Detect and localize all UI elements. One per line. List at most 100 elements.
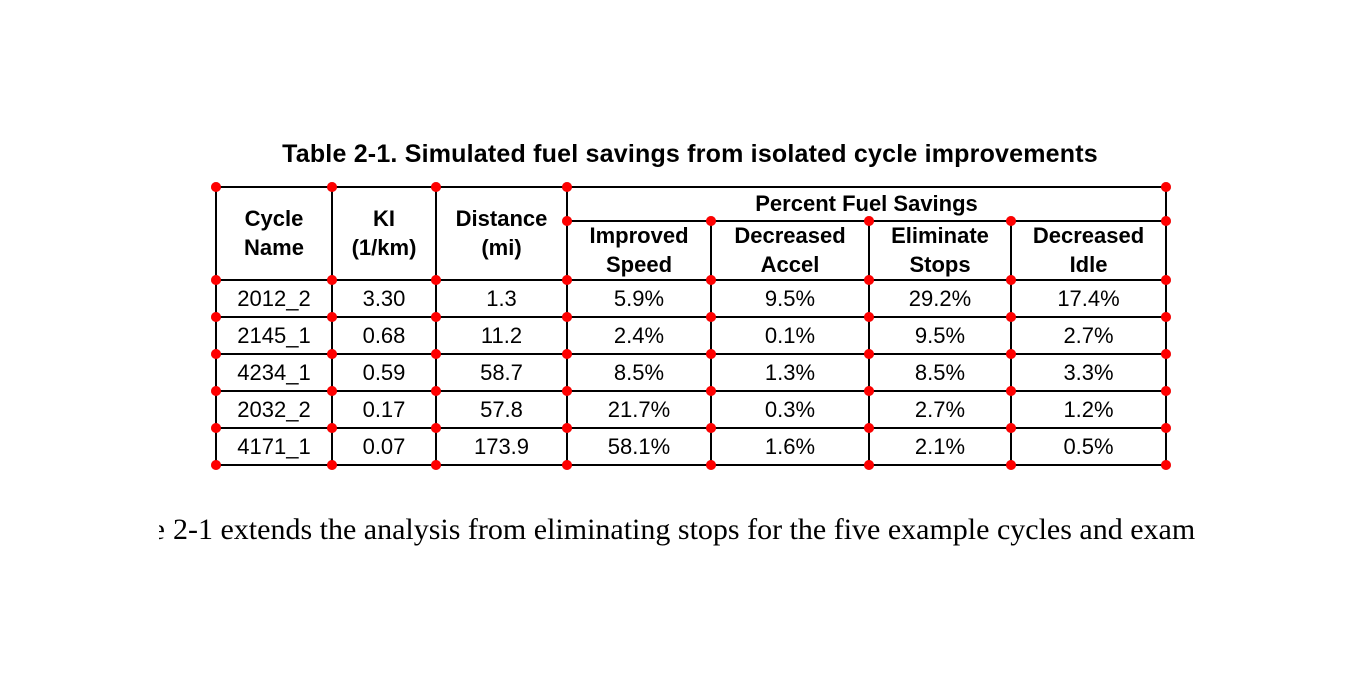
corner-marker-dot [706, 216, 716, 226]
corner-marker-dot [211, 386, 221, 397]
table-cell: 1.3 [435, 279, 568, 319]
body-paragraph-text: 2-1 extends the analysis from eliminatin… [173, 513, 1196, 546]
table-row: 4234_1 0.59 58.7 8.5% 1.3% 8.5% 3.3% [215, 353, 1168, 393]
col-header-improved-speed: Improved Speed [566, 219, 712, 282]
table-row: 2145_1 0.68 11.2 2.4% 0.1% 9.5% 2.7% [215, 316, 1168, 356]
col-header-decreased-idle: Decreased Idle [1009, 219, 1168, 282]
corner-marker-dot [211, 423, 221, 434]
clipped-text-fragment: e [159, 513, 166, 555]
table-cell: 11.2 [435, 316, 568, 356]
table-cell: 0.17 [331, 390, 437, 430]
table-cell: 1.6% [710, 427, 870, 467]
corner-marker-dot [1006, 349, 1016, 360]
corner-marker-dot [211, 460, 221, 471]
corner-marker-dot [706, 349, 716, 360]
corner-marker-dot [431, 423, 441, 434]
table-cell: 4171_1 [215, 427, 333, 467]
corner-marker-dot [327, 460, 337, 471]
table-cell: 2.7% [1009, 316, 1168, 356]
table-cell: 2.7% [868, 390, 1012, 430]
corner-marker-dot [864, 312, 874, 323]
corner-marker-dot [431, 386, 441, 397]
corner-marker-dot [431, 182, 441, 192]
col-header-cycle-name: Cycle Name [215, 185, 333, 282]
clipped-glyph: e [159, 513, 165, 547]
table-body: 2012_2 3.30 1.3 5.9% 9.5% 29.2% 17.4% 2145_1 0.6… [215, 279, 1168, 467]
table-cell: 0.5% [1009, 427, 1168, 467]
corner-marker-dot [706, 275, 716, 286]
corner-marker-dot [864, 349, 874, 360]
corner-marker-dot [562, 349, 572, 360]
header-row-top: Cycle Name KI (1/km) Distance (mi) Perce… [215, 185, 1168, 282]
corner-marker-dot [864, 460, 874, 471]
corner-marker-dot [327, 349, 337, 360]
corner-marker-dot [1161, 275, 1172, 286]
corner-marker-dot [211, 312, 221, 323]
corner-marker-dot [327, 423, 337, 434]
table-cell: 3.3% [1009, 353, 1168, 393]
corner-marker-dot [327, 312, 337, 323]
corner-marker-dot [1161, 349, 1172, 360]
corner-marker-dot [562, 460, 572, 471]
corner-marker-dot [211, 349, 221, 360]
corner-marker-dot [706, 423, 716, 434]
table-cell: 2145_1 [215, 316, 333, 356]
corner-marker-dot [431, 312, 441, 323]
corner-marker-dot [327, 275, 337, 286]
table-cell: 1.2% [1009, 390, 1168, 430]
corner-marker-dot [706, 460, 716, 471]
table-cell: 2032_2 [215, 390, 333, 430]
corner-marker-dot [327, 386, 337, 397]
corner-marker-dot [562, 423, 572, 434]
header-row-sub: Improved Speed Decreased Accel Eliminate… [216, 219, 1168, 282]
table-cell: 3.30 [331, 279, 437, 319]
fuel-savings-table-wrap: Cycle Name KI (1/km) Distance (mi) Perce… [211, 182, 1172, 471]
corner-marker-dot [864, 216, 874, 226]
table-cell: 2012_2 [215, 279, 333, 319]
corner-marker-dot [431, 275, 441, 286]
table-cell: 29.2% [868, 279, 1012, 319]
col-header-ki: KI (1/km) [331, 185, 437, 282]
table-cell: 5.9% [566, 279, 712, 319]
table-cell: 1.3% [710, 353, 870, 393]
table-cell: 0.1% [710, 316, 870, 356]
table-cell: 9.5% [868, 316, 1012, 356]
corner-marker-dot [1161, 423, 1172, 434]
corner-marker-dot [562, 216, 572, 226]
table-cell: 0.3% [710, 390, 870, 430]
table-cell: 2.4% [566, 316, 712, 356]
corner-marker-dot [211, 182, 221, 192]
table-cell: 8.5% [566, 353, 712, 393]
table-cell: 2.1% [868, 427, 1012, 467]
corner-marker-dot [1006, 460, 1016, 471]
table-caption: Table 2-1. Simulated fuel savings from i… [282, 140, 1098, 168]
corner-marker-dot [706, 386, 716, 397]
corner-marker-dot [864, 423, 874, 434]
table-row: 2012_2 3.30 1.3 5.9% 9.5% 29.2% 17.4% [215, 279, 1168, 319]
corner-marker-dot [864, 386, 874, 397]
table-cell: 58.1% [566, 427, 712, 467]
corner-marker-dot [327, 182, 337, 192]
corner-marker-dot [1161, 386, 1172, 397]
corner-marker-dot [562, 275, 572, 286]
table-row: 4171_1 0.07 173.9 58.1% 1.6% 2.1% 0.5% [215, 427, 1168, 467]
col-header-eliminate-stops: Eliminate Stops [868, 219, 1012, 282]
corner-marker-dot [1006, 386, 1016, 397]
table-cell: 21.7% [566, 390, 712, 430]
corner-marker-dot [1161, 216, 1172, 226]
corner-marker-dot [864, 275, 874, 286]
corner-marker-dot [1006, 312, 1016, 323]
fuel-savings-table: Cycle Name KI (1/km) Distance (mi) Perce… [215, 185, 1168, 467]
table-cell: 0.59 [331, 353, 437, 393]
table-cell: 173.9 [435, 427, 568, 467]
table-row: 2032_2 0.17 57.8 21.7% 0.3% 2.7% 1.2% [215, 390, 1168, 430]
corner-marker-dot [562, 386, 572, 397]
corner-marker-dot [562, 312, 572, 323]
corner-marker-dot [706, 312, 716, 323]
corner-marker-dot [1161, 312, 1172, 323]
corner-marker-dot [431, 349, 441, 360]
table-cell: 58.7 [435, 353, 568, 393]
table-cell: 4234_1 [215, 353, 333, 393]
table-cell: 0.07 [331, 427, 437, 467]
